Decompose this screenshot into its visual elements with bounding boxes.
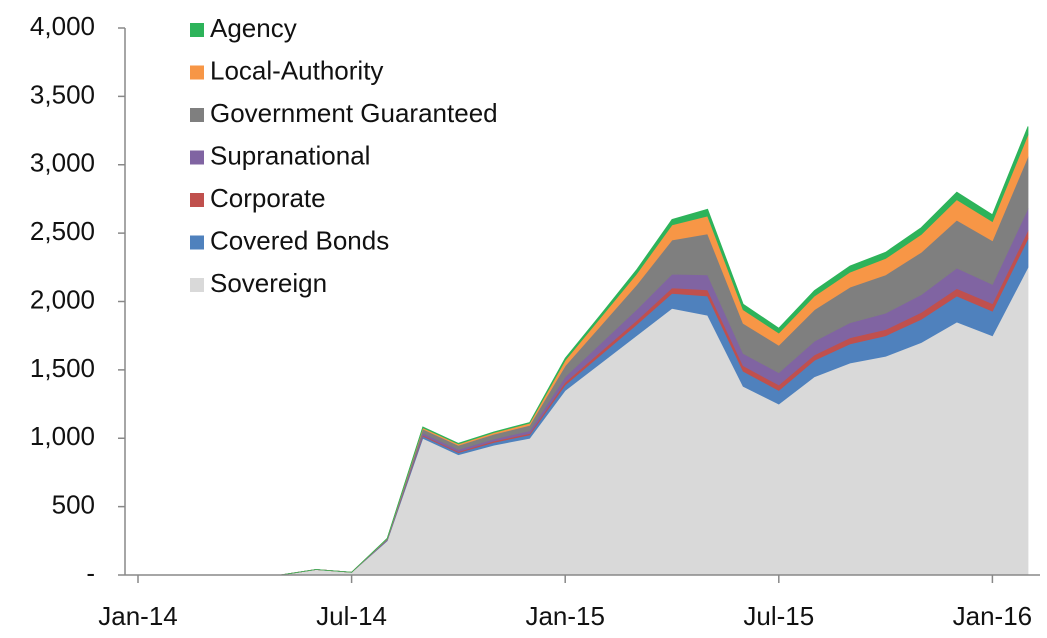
legend-label: Corporate (210, 183, 326, 213)
legend-label: Local-Authority (210, 55, 383, 85)
legend-swatch (190, 65, 204, 80)
x-tick-label: Jan-14 (98, 601, 178, 631)
legend-swatch (190, 108, 204, 122)
legend-swatch (190, 235, 204, 250)
legend-label: Sovereign (210, 268, 327, 298)
legend-swatch (190, 150, 204, 165)
legend: Agency Local-Authority Government Guarante… (190, 13, 498, 298)
y-tick-label: 3,000 (30, 148, 95, 178)
y-tick-label: 2,000 (30, 284, 95, 314)
x-tick-label: Jan-16 (953, 601, 1033, 631)
y-tick-label: 4,000 (30, 11, 95, 41)
legend-label: Covered Bonds (210, 225, 389, 255)
legend-label: Agency (210, 13, 297, 43)
x-tick-label: Jul-14 (316, 601, 387, 631)
y-tick-label: 500 (52, 490, 95, 520)
y-tick-label: 1,500 (30, 353, 95, 383)
area (138, 126, 1029, 576)
y-tick-label: - (86, 558, 95, 588)
legend-swatch (190, 193, 204, 207)
y-tick-label: 2,500 (30, 216, 95, 246)
legend-swatch (190, 23, 204, 37)
x-tick-label: Jan-15 (525, 601, 605, 631)
legend-label: Government Guaranteed (210, 98, 498, 128)
legend-label: Supranational (210, 140, 370, 170)
legend-swatch (190, 278, 204, 292)
y-tick-label: 3,500 (30, 79, 95, 109)
y-tick-label: 1,000 (30, 421, 95, 451)
x-tick-label: Jul-15 (743, 601, 814, 631)
